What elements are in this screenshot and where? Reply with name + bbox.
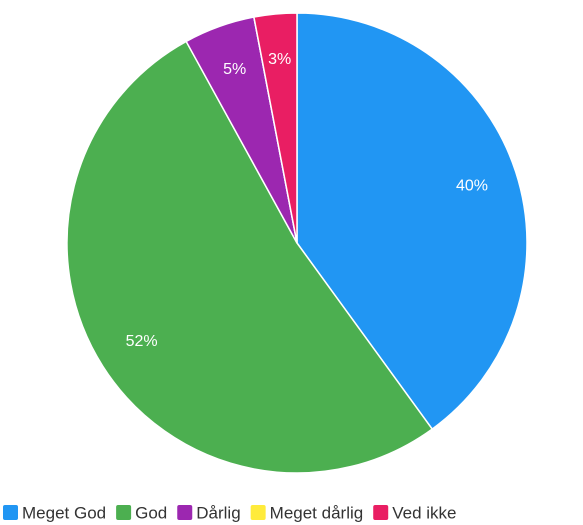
- legend-swatch: [177, 505, 193, 520]
- legend-label: Meget dårlig: [270, 503, 364, 522]
- legend-label: Dårlig: [196, 503, 240, 522]
- value-label: 3%: [268, 51, 291, 68]
- value-label: 52%: [126, 333, 158, 350]
- legend-swatch: [250, 505, 266, 520]
- pie-slice: [296, 12, 528, 431]
- legend-swatch: [3, 505, 18, 520]
- pie-slice: [66, 40, 434, 474]
- legend-label: Meget God: [22, 503, 106, 522]
- value-label: 5%: [223, 61, 246, 78]
- pie-slice: [253, 12, 298, 244]
- legend-label: God: [135, 503, 167, 522]
- value-label: 40%: [456, 177, 488, 194]
- legend-swatch: [116, 505, 132, 520]
- legend-label: Ved ikke: [392, 503, 456, 522]
- legend-swatch: [373, 505, 389, 520]
